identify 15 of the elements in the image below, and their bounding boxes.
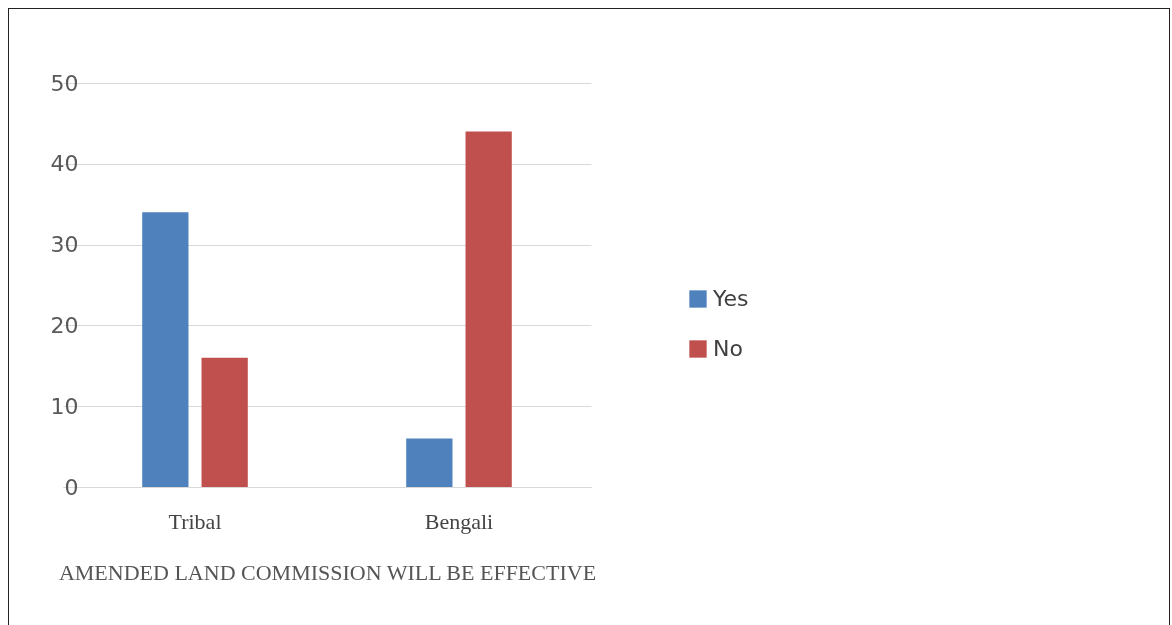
legend-label: Yes bbox=[712, 286, 749, 311]
bar bbox=[201, 357, 248, 487]
x-tick-label: Bengali bbox=[424, 508, 494, 534]
y-tick-label: 20 bbox=[50, 312, 79, 338]
legend-label: No bbox=[713, 336, 743, 361]
bar bbox=[465, 131, 512, 487]
bar bbox=[406, 438, 453, 487]
y-tick-label: 50 bbox=[50, 70, 79, 96]
bar bbox=[142, 212, 189, 487]
y-tick-label: 40 bbox=[50, 151, 79, 177]
x-axis-title: AMENDED LAND COMMISSION WILL BE EFFECTIVE bbox=[58, 559, 597, 585]
x-tick-label: Tribal bbox=[168, 508, 222, 534]
y-tick-label: 0 bbox=[64, 474, 79, 500]
y-tick-label: 10 bbox=[50, 393, 79, 419]
y-tick-label: 30 bbox=[50, 232, 79, 258]
